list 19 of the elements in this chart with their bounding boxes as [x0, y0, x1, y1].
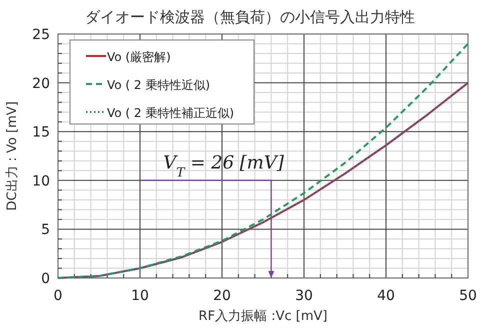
legend-label: Vo ( 2 乗特性近似): [107, 78, 210, 92]
y-tick-label: 25: [32, 27, 50, 43]
y-axis-title: DC出力 : Vo [mV]: [5, 101, 20, 211]
y-tick-label: 20: [32, 76, 50, 92]
x-tick-label: 0: [54, 288, 62, 304]
x-tick-label: 30: [295, 288, 313, 304]
y-tick-label: 0: [41, 271, 50, 287]
chart-title: ダイオード検波器（無負荷）の小信号入出力特性: [85, 8, 415, 26]
x-tick-label: 10: [131, 288, 149, 304]
legend-label: Vo ( 2 乗特性補正近似): [107, 106, 234, 120]
x-axis-title: RF入力振幅 :Vc [mV]: [198, 309, 328, 324]
x-tick-label: 50: [459, 288, 477, 304]
y-tick-label: 5: [41, 222, 50, 238]
legend-label: Vo (厳密解): [107, 50, 171, 64]
y-tick-label: 15: [32, 124, 50, 141]
y-tick-label: 10: [32, 173, 50, 190]
x-tick-label: 20: [213, 288, 231, 304]
x-tick-label: 40: [377, 288, 395, 304]
line-series: [57, 42, 469, 279]
